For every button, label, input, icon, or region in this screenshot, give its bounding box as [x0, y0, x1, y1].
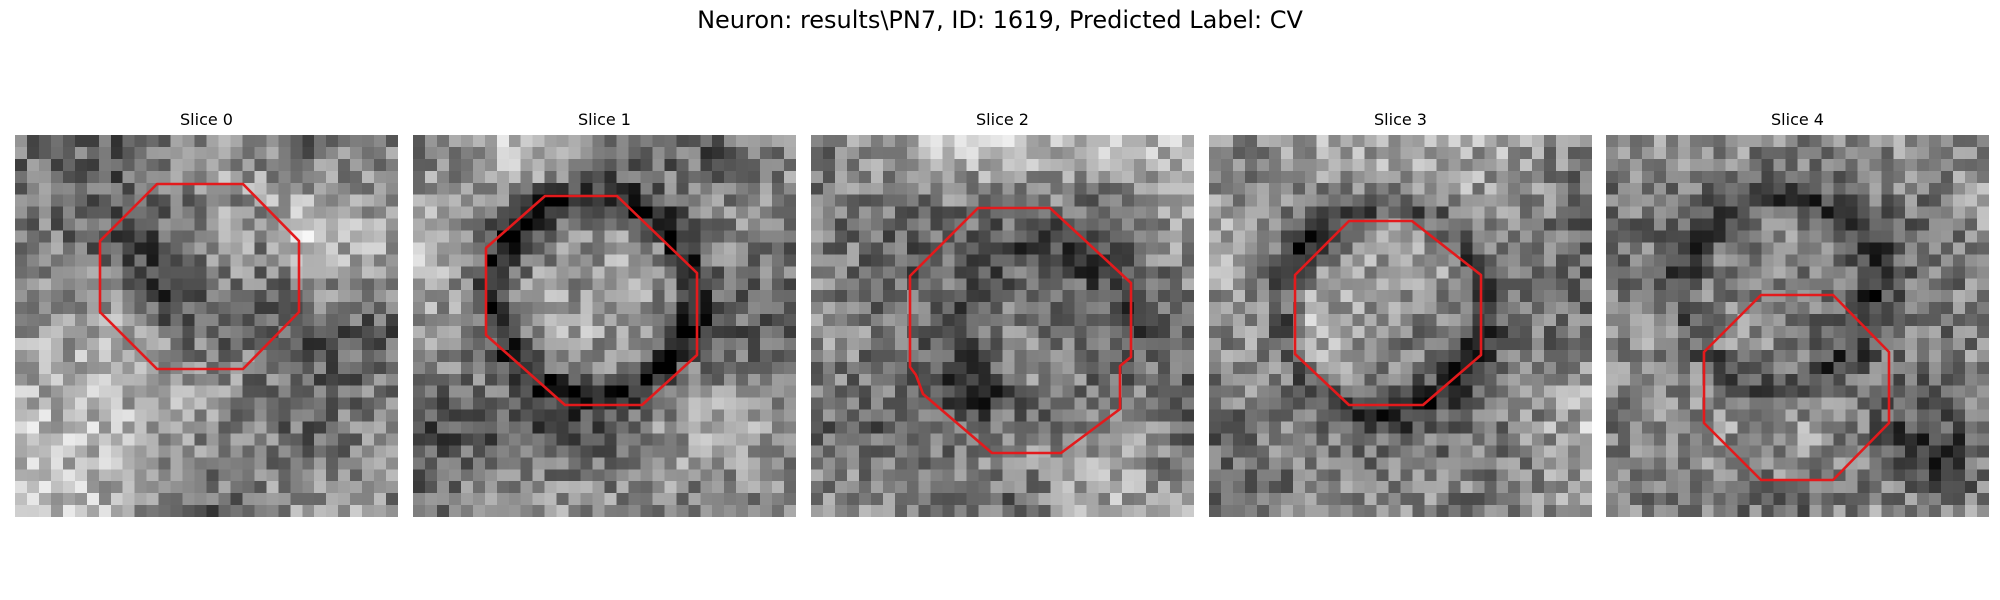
slice-title-1: Slice 1	[578, 110, 631, 129]
slice-contour-layer-1	[484, 194, 699, 407]
slice-image-4	[1606, 135, 1989, 517]
slice-contour-layer-3	[1293, 219, 1483, 407]
slice-image-3	[1209, 135, 1592, 517]
slice-contour-layer-2	[908, 206, 1133, 455]
slice-panel-3: Slice 3	[1209, 0, 1592, 600]
slice-panel-4: Slice 4	[1606, 0, 1989, 600]
slice-contour-layer-0	[98, 182, 301, 371]
contour-octagon-0	[98, 182, 301, 371]
slice-title-2: Slice 2	[976, 110, 1029, 129]
slice-title-3: Slice 3	[1374, 110, 1427, 129]
slice-title-0: Slice 0	[180, 110, 233, 129]
contour-octagon-2	[908, 206, 1133, 455]
slice-image-0	[15, 135, 398, 517]
slice-image-1	[413, 135, 796, 517]
slice-title-4: Slice 4	[1771, 110, 1824, 129]
figure-title: Neuron: results\PN7, ID: 1619, Predicted…	[697, 6, 1303, 34]
slice-contour-layer-4	[1702, 293, 1891, 482]
slice-panel-1: Slice 1	[413, 0, 796, 600]
contour-octagon-4	[1702, 293, 1891, 482]
slice-panel-2: Slice 2	[811, 0, 1194, 600]
contour-octagon-3	[1293, 219, 1483, 407]
contour-octagon-1	[484, 194, 699, 407]
slice-panel-0: Slice 0	[15, 0, 398, 600]
